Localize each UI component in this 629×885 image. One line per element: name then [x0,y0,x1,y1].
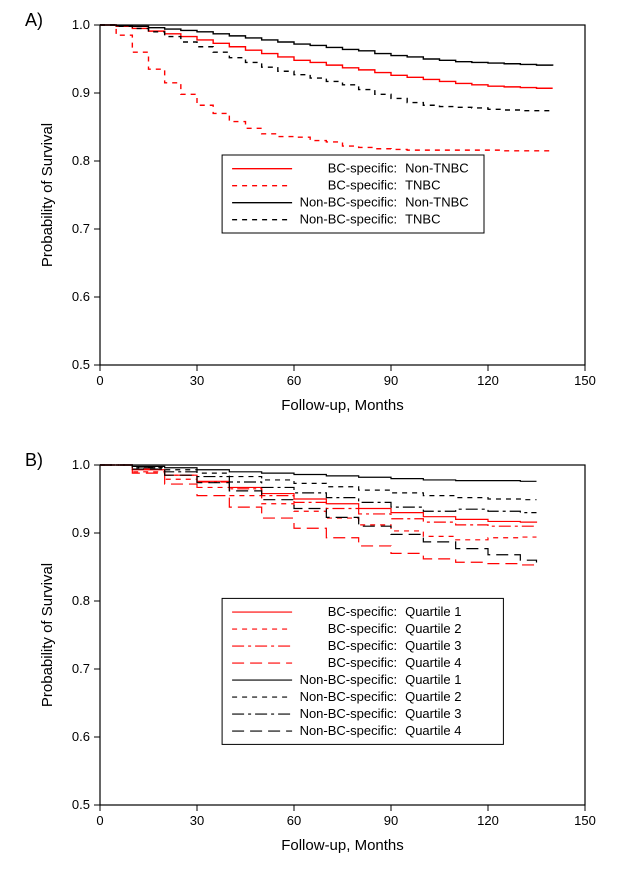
svg-text:Quartile 3: Quartile 3 [405,706,461,721]
svg-text:Quartile 4: Quartile 4 [405,655,461,670]
svg-text:Non-TNBC: Non-TNBC [405,195,469,210]
svg-text:90: 90 [384,373,398,388]
panel-b: B) 0 30 60 90 120 150 0.5 0.6 0.7 0.8 0.9 1.0 Follow… [25,445,605,865]
svg-text:60: 60 [287,813,301,828]
svg-text:Non-BC-specific:: Non-BC-specific: [300,723,398,738]
svg-text:BC-specific:: BC-specific: [328,604,397,619]
svg-text:0.8: 0.8 [72,153,90,168]
panel-a: A) 0 30 60 90 120 150 0.5 0.6 0.7 0.8 0.9 1.0 Follow… [25,5,605,425]
svg-text:90: 90 [384,813,398,828]
panel-b-label: B) [25,450,43,471]
svg-text:1.0: 1.0 [72,17,90,32]
svg-text:0.6: 0.6 [72,729,90,744]
svg-text:30: 30 [190,813,204,828]
chart-b: 0 30 60 90 120 150 0.5 0.6 0.7 0.8 0.9 1.0 Follow-up… [25,445,605,865]
svg-text:0.5: 0.5 [72,797,90,812]
svg-text:0.5: 0.5 [72,357,90,372]
svg-text:150: 150 [574,373,596,388]
svg-text:Non-BC-specific:: Non-BC-specific: [300,706,398,721]
page: A) 0 30 60 90 120 150 0.5 0.6 0.7 0.8 0.9 1.0 Follow… [0,0,629,885]
svg-text:0.7: 0.7 [72,661,90,676]
svg-text:0.9: 0.9 [72,85,90,100]
svg-text:150: 150 [574,813,596,828]
svg-text:120: 120 [477,813,499,828]
svg-text:Follow-up, Months: Follow-up, Months [281,397,404,414]
svg-text:0.7: 0.7 [72,221,90,236]
svg-text:Non-BC-specific:: Non-BC-specific: [300,689,398,704]
svg-text:BC-specific:: BC-specific: [328,178,397,193]
svg-text:TNBC: TNBC [405,212,440,227]
svg-text:Quartile 2: Quartile 2 [405,689,461,704]
svg-text:Probability of Survival: Probability of Survival [39,563,56,707]
svg-text:Probability of Survival: Probability of Survival [39,123,56,267]
svg-text:120: 120 [477,373,499,388]
svg-text:BC-specific:: BC-specific: [328,638,397,653]
svg-text:Quartile 1: Quartile 1 [405,604,461,619]
svg-text:0.9: 0.9 [72,525,90,540]
svg-text:0: 0 [96,373,103,388]
svg-text:TNBC: TNBC [405,178,440,193]
svg-text:Non-BC-specific:: Non-BC-specific: [300,672,398,687]
svg-text:60: 60 [287,373,301,388]
svg-text:Non-TNBC: Non-TNBC [405,161,469,176]
svg-text:Quartile 1: Quartile 1 [405,672,461,687]
svg-text:0.8: 0.8 [72,593,90,608]
svg-text:Quartile 2: Quartile 2 [405,621,461,636]
svg-text:Quartile 3: Quartile 3 [405,638,461,653]
svg-text:BC-specific:: BC-specific: [328,655,397,670]
svg-text:Non-BC-specific:: Non-BC-specific: [300,195,398,210]
svg-text:BC-specific:: BC-specific: [328,621,397,636]
svg-text:Follow-up, Months: Follow-up, Months [281,837,404,854]
svg-text:0: 0 [96,813,103,828]
chart-a: 0 30 60 90 120 150 0.5 0.6 0.7 0.8 0.9 1.0 Follow-up… [25,5,605,425]
svg-text:Quartile 4: Quartile 4 [405,723,461,738]
svg-text:BC-specific:: BC-specific: [328,161,397,176]
panel-a-label: A) [25,10,43,31]
svg-text:0.6: 0.6 [72,289,90,304]
svg-text:1.0: 1.0 [72,457,90,472]
svg-text:30: 30 [190,373,204,388]
svg-text:Non-BC-specific:: Non-BC-specific: [300,212,398,227]
